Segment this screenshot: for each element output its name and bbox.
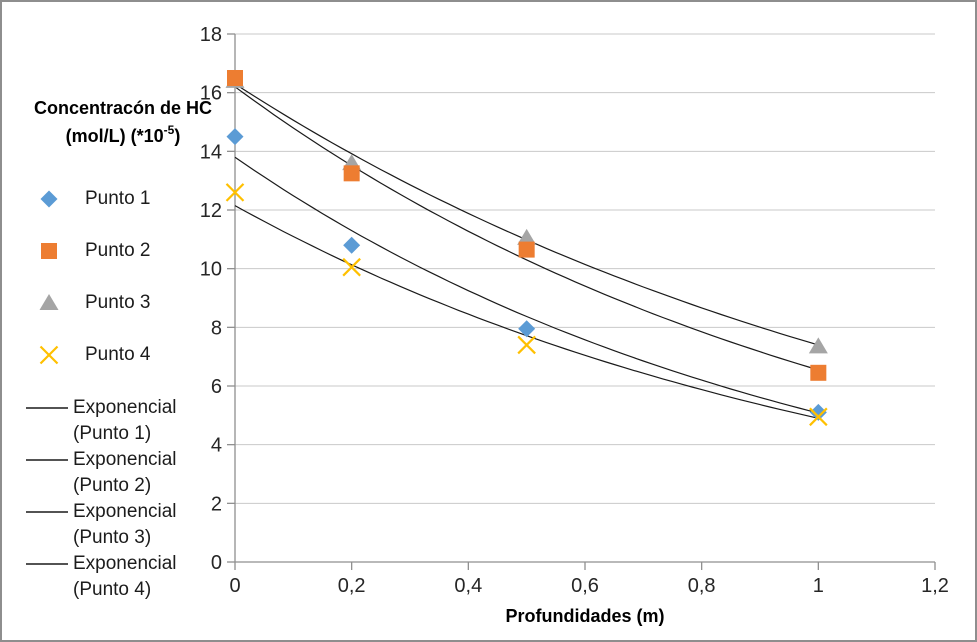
legend-item-exponencial-punto-3: Exponencial (Punto 3) <box>26 499 195 551</box>
legend-item-punto-2: Punto 2 <box>26 225 195 277</box>
legend-label: Exponencial (Punto 4) <box>73 553 177 600</box>
y-axis-title: Concentracón de HC (mol/L) (*10-5) <box>30 97 216 148</box>
y-tick-label: 14 <box>200 141 222 163</box>
y-tick-label: 2 <box>211 493 222 515</box>
x-marker-icon <box>39 345 59 365</box>
series-punto-2 <box>227 70 827 381</box>
square-marker-icon <box>41 243 57 259</box>
legend-item-exponencial-punto-1: Exponencial (Punto 1) <box>26 395 195 447</box>
x-tick-label: 0 <box>229 575 240 597</box>
y-tick-label: 16 <box>200 83 222 105</box>
y-tick-label: 10 <box>200 259 222 281</box>
y-tick-label: 12 <box>200 200 222 222</box>
x-tick-label: 0,2 <box>338 575 366 597</box>
x-axis-title: Profundidades (m) <box>505 606 665 626</box>
legend-label: Exponencial (Punto 1) <box>73 397 177 444</box>
series-punto-4 <box>225 183 828 427</box>
x-tick-label: 0,8 <box>688 575 716 597</box>
trendline-punto-1 <box>234 156 819 414</box>
y-tick-label: 0 <box>211 552 222 574</box>
x-tick-label: 0,4 <box>454 575 482 597</box>
trendline-marker-icon <box>26 407 68 409</box>
legend-label: Exponencial (Punto 2) <box>73 449 177 496</box>
y-tick-label: 8 <box>211 317 222 339</box>
series-punto-1 <box>226 128 827 421</box>
legend-item-exponencial-punto-4: Exponencial (Punto 4) <box>26 551 195 603</box>
legend-item-punto-1: Punto 1 <box>26 173 195 225</box>
legend-label: Punto 1 <box>85 188 151 209</box>
x-tick-label: 0,6 <box>571 575 599 597</box>
legend-label: Punto 3 <box>85 292 151 313</box>
legend-label: Punto 4 <box>85 344 151 365</box>
legend-item-punto-3: Punto 3 <box>26 277 195 329</box>
y-axis-title-line1: Concentracón de HC <box>33 98 213 118</box>
trendline-marker-icon <box>26 563 68 565</box>
x-tick-label: 1,2 <box>921 575 949 597</box>
y-axis-title-superscript: -5 <box>163 123 175 137</box>
y-tick-label: 4 <box>211 435 222 457</box>
trendline-marker-icon <box>26 459 68 461</box>
trendline-punto-3 <box>234 83 819 346</box>
legend: Punto 1 Punto 2 Punto 3 Punto 4 Exponencial … <box>26 173 195 603</box>
legend-label: Punto 2 <box>85 240 151 261</box>
diamond-marker-icon <box>40 190 58 208</box>
legend-label: Exponencial (Punto 3) <box>73 501 177 548</box>
triangle-marker-icon <box>39 294 59 310</box>
x-tick-label: 1 <box>813 575 824 597</box>
y-tick-label: 18 <box>200 24 222 46</box>
legend-item-punto-4: Punto 4 <box>26 329 195 381</box>
trendline-marker-icon <box>26 511 68 513</box>
legend-item-exponencial-punto-2: Exponencial (Punto 2) <box>26 447 195 499</box>
y-tick-label: 6 <box>211 376 222 398</box>
y-axis-title-line2: (mol/L) (*10-5) <box>65 123 181 146</box>
series-punto-3 <box>225 71 828 354</box>
trendline-punto-2 <box>234 86 819 371</box>
